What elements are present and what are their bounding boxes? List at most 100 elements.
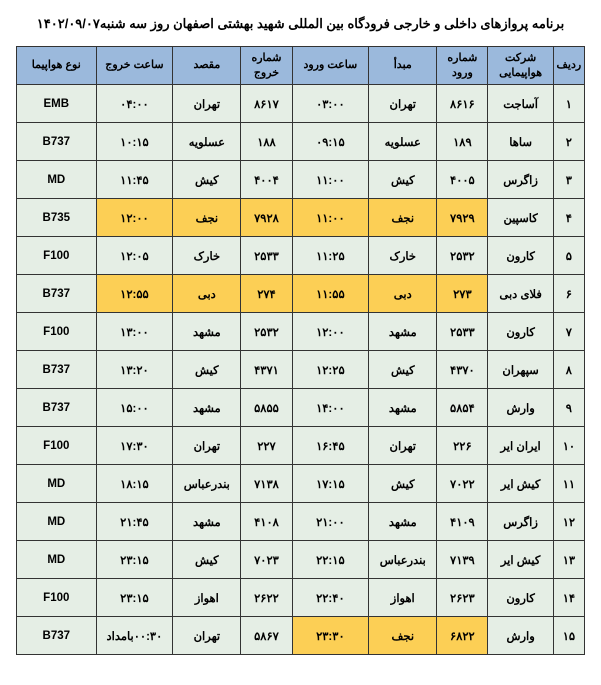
cell-flight-arr: ۲۵۳۳: [437, 313, 488, 351]
cell-arr-time: ۰۳:۰۰: [292, 85, 369, 123]
cell-origin: نجف: [369, 617, 437, 655]
table-row: ۱۳کیش ایر۷۱۳۹بندرعباس۲۲:۱۵۷۰۲۳کیش۲۳:۱۵MD: [17, 541, 585, 579]
cell-dest: نجف: [173, 199, 241, 237]
cell-flight-dep: ۵۸۵۵: [241, 389, 292, 427]
cell-origin: عسلویه: [369, 123, 437, 161]
cell-dest: دبی: [173, 275, 241, 313]
cell-flight-dep: ۲۷۴: [241, 275, 292, 313]
col-header-ac-type: نوع هواپیما: [17, 47, 97, 85]
cell-arr-time: ۱۲:۲۵: [292, 351, 369, 389]
cell-origin: کیش: [369, 351, 437, 389]
cell-flight-arr: ۶۸۲۲: [437, 617, 488, 655]
cell-dep-time: ۱۵:۰۰: [96, 389, 173, 427]
table-row: ۴کاسپین۷۹۲۹نجف۱۱:۰۰۷۹۲۸نجف۱۲:۰۰B735: [17, 199, 585, 237]
cell-arr-time: ۱۲:۰۰: [292, 313, 369, 351]
cell-ac-type: B737: [17, 275, 97, 313]
cell-flight-arr: ۲۵۳۲: [437, 237, 488, 275]
cell-dep-time: ۱۸:۱۵: [96, 465, 173, 503]
table-row: ۹وارش۵۸۵۴مشهد۱۴:۰۰۵۸۵۵مشهد۱۵:۰۰B737: [17, 389, 585, 427]
cell-dep-time: ۱۷:۳۰: [96, 427, 173, 465]
cell-dest: تهران: [173, 85, 241, 123]
cell-flight-dep: ۲۵۳۲: [241, 313, 292, 351]
cell-idx: ۱۰: [553, 427, 584, 465]
cell-ac-type: F100: [17, 579, 97, 617]
cell-dep-time: ۰۰:۳۰بامداد: [96, 617, 173, 655]
cell-airline: زاگرس: [488, 161, 553, 199]
cell-flight-arr: ۴۳۷۰: [437, 351, 488, 389]
cell-flight-dep: ۴۰۰۴: [241, 161, 292, 199]
cell-origin: تهران: [369, 427, 437, 465]
col-header-dest: مقصد: [173, 47, 241, 85]
col-header-flight-dep: شماره خروج: [241, 47, 292, 85]
col-header-airline: شرکت هواپیمایی: [488, 47, 553, 85]
cell-origin: کیش: [369, 465, 437, 503]
col-header-arr-time: ساعت ورود: [292, 47, 369, 85]
cell-flight-arr: ۱۸۹: [437, 123, 488, 161]
cell-dep-time: ۱۳:۰۰: [96, 313, 173, 351]
table-row: ۱۵وارش۶۸۲۲نجف۲۳:۳۰۵۸۶۷تهران۰۰:۳۰بامدادB7…: [17, 617, 585, 655]
cell-idx: ۱۵: [553, 617, 584, 655]
cell-flight-arr: ۲۶۲۳: [437, 579, 488, 617]
cell-origin: بندرعباس: [369, 541, 437, 579]
cell-airline: وارش: [488, 389, 553, 427]
cell-airline: کارون: [488, 313, 553, 351]
cell-origin: نجف: [369, 199, 437, 237]
cell-idx: ۳: [553, 161, 584, 199]
cell-dep-time: ۲۳:۱۵: [96, 579, 173, 617]
cell-arr-time: ۰۹:۱۵: [292, 123, 369, 161]
cell-ac-type: B737: [17, 389, 97, 427]
cell-ac-type: B737: [17, 617, 97, 655]
cell-dest: تهران: [173, 427, 241, 465]
cell-ac-type: B735: [17, 199, 97, 237]
cell-origin: تهران: [369, 85, 437, 123]
cell-dep-time: ۲۳:۱۵: [96, 541, 173, 579]
cell-ac-type: MD: [17, 161, 97, 199]
cell-ac-type: F100: [17, 237, 97, 275]
page-title: برنامه پروازهای داخلی و خارجی فرودگاه بی…: [16, 16, 585, 32]
cell-airline: سپهران: [488, 351, 553, 389]
cell-ac-type: F100: [17, 313, 97, 351]
cell-idx: ۸: [553, 351, 584, 389]
cell-airline: فلای دبی: [488, 275, 553, 313]
cell-flight-dep: ۸۶۱۷: [241, 85, 292, 123]
cell-arr-time: ۱۷:۱۵: [292, 465, 369, 503]
cell-arr-time: ۱۶:۴۵: [292, 427, 369, 465]
cell-arr-time: ۲۱:۰۰: [292, 503, 369, 541]
cell-origin: مشهد: [369, 503, 437, 541]
cell-dest: مشهد: [173, 389, 241, 427]
table-row: ۸سپهران۴۳۷۰کیش۱۲:۲۵۴۳۷۱کیش۱۳:۲۰B737: [17, 351, 585, 389]
cell-arr-time: ۱۱:۲۵: [292, 237, 369, 275]
cell-idx: ۲: [553, 123, 584, 161]
cell-dep-time: ۱۳:۲۰: [96, 351, 173, 389]
cell-ac-type: B737: [17, 351, 97, 389]
table-row: ۱۰ایران ایر۲۲۶تهران۱۶:۴۵۲۲۷تهران۱۷:۳۰F10…: [17, 427, 585, 465]
cell-origin: خارک: [369, 237, 437, 275]
cell-dep-time: ۱۲:۰۰: [96, 199, 173, 237]
cell-idx: ۴: [553, 199, 584, 237]
col-header-flight-arr: شماره ورود: [437, 47, 488, 85]
cell-dest: خارک: [173, 237, 241, 275]
cell-flight-dep: ۵۸۶۷: [241, 617, 292, 655]
cell-dest: مشهد: [173, 313, 241, 351]
table-row: ۱آساجت۸۶۱۶تهران۰۳:۰۰۸۶۱۷تهران۰۴:۰۰EMB: [17, 85, 585, 123]
cell-ac-type: MD: [17, 503, 97, 541]
col-header-origin: مبدأ: [369, 47, 437, 85]
cell-flight-arr: ۸۶۱۶: [437, 85, 488, 123]
cell-airline: زاگرس: [488, 503, 553, 541]
cell-idx: ۱۲: [553, 503, 584, 541]
cell-origin: مشهد: [369, 389, 437, 427]
cell-dest: کیش: [173, 541, 241, 579]
cell-idx: ۵: [553, 237, 584, 275]
cell-arr-time: ۲۲:۱۵: [292, 541, 369, 579]
cell-ac-type: MD: [17, 465, 97, 503]
cell-flight-dep: ۴۱۰۸: [241, 503, 292, 541]
cell-flight-dep: ۷۰۲۳: [241, 541, 292, 579]
cell-origin: مشهد: [369, 313, 437, 351]
cell-airline: آساجت: [488, 85, 553, 123]
table-row: ۱۱کیش ایر۷۰۲۲کیش۱۷:۱۵۷۱۳۸بندرعباس۱۸:۱۵MD: [17, 465, 585, 503]
cell-flight-dep: ۲۲۷: [241, 427, 292, 465]
cell-flight-dep: ۲۵۳۳: [241, 237, 292, 275]
cell-dep-time: ۰۴:۰۰: [96, 85, 173, 123]
cell-dest: کیش: [173, 161, 241, 199]
cell-flight-dep: ۱۸۸: [241, 123, 292, 161]
